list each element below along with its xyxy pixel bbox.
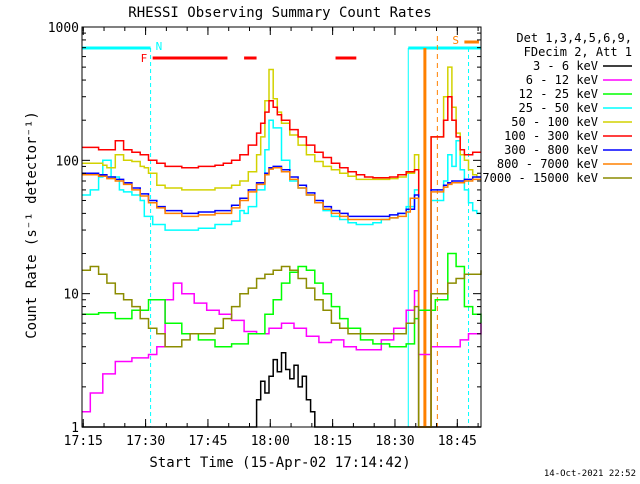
legend-label-8: 7000 - 15000 keV: [482, 171, 598, 185]
timestamp: 14-Oct-2021 22:52: [544, 469, 636, 479]
series-line-2: [82, 252, 482, 348]
legend-header-line: FDecim 2, Att 1: [524, 45, 632, 59]
chart-title: RHESSI Observing Summary Count Rates: [128, 5, 431, 21]
legend-label-6: 300 - 800 keV: [504, 143, 598, 157]
legend-label-3: 25 - 50 keV: [519, 101, 598, 115]
legend-label-2: 12 - 25 keV: [519, 87, 598, 101]
plot-frame: [81, 26, 482, 428]
legend-label-7: 800 - 7000 keV: [497, 157, 598, 171]
legend-header-line: Det 1,3,4,5,6,9,: [516, 31, 632, 45]
y-tick-label: 1: [71, 421, 79, 436]
flare-flag-label: F: [141, 52, 148, 65]
series-line-0: [82, 352, 481, 428]
legend-label-5: 100 - 300 keV: [504, 129, 598, 143]
x-axis-label: Start Time (15-Apr-02 17:14:42): [149, 455, 410, 471]
legend: Det 1,3,4,5,6,9,FDecim 2, Att 13 - 6 keV…: [482, 31, 632, 185]
y-tick-label: 100: [56, 154, 79, 169]
x-tick-label: 17:15: [64, 434, 103, 449]
x-tick-label: 18:15: [313, 434, 352, 449]
series-line-4: [82, 66, 481, 428]
legend-label-4: 50 - 100 keV: [511, 115, 598, 129]
saa-flag-label: S: [452, 34, 459, 47]
y-tick-label: 1000: [48, 21, 79, 36]
x-tick-label: 17:45: [188, 434, 227, 449]
night-flag-label: N: [156, 40, 163, 53]
x-tick-label: 17:30: [126, 434, 165, 449]
series-line-1: [82, 282, 482, 413]
y-tick-label: 10: [63, 288, 79, 303]
x-tick-label: 18:45: [438, 434, 477, 449]
x-tick-label: 18:00: [251, 434, 290, 449]
y-axis-label: Count Rate (s⁻¹ detector⁻¹): [24, 111, 40, 339]
legend-label-0: 3 - 6 keV: [533, 59, 598, 73]
x-tick-label: 18:30: [375, 434, 414, 449]
series-line-8: [82, 265, 482, 428]
legend-label-1: 6 - 12 keV: [526, 73, 598, 87]
series-line-5: [82, 95, 481, 428]
